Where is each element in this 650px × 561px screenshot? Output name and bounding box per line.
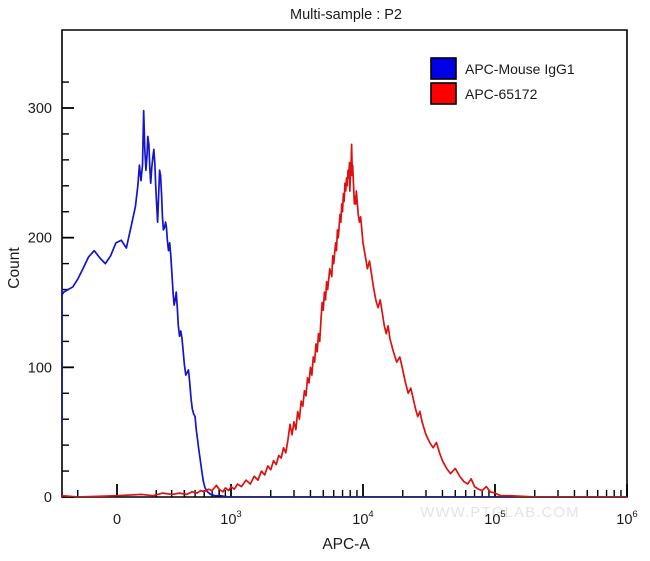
legend-label[interactable]: APC-Mouse IgG1 bbox=[465, 61, 575, 77]
histogram-trace-igg1 bbox=[62, 109, 627, 497]
x-tick-label: 0 bbox=[113, 512, 121, 528]
x-axis-label: APC-A bbox=[322, 536, 370, 553]
y-tick-label: 0 bbox=[44, 490, 52, 506]
histogram-trace-apc65172 bbox=[62, 143, 627, 497]
y-tick-label: 100 bbox=[28, 360, 52, 376]
y-axis-label: Count bbox=[6, 247, 23, 289]
y-tick-label: 200 bbox=[28, 231, 52, 247]
x-tick-label: 105 bbox=[484, 509, 505, 528]
watermark: WWW.PTGLAB.COM bbox=[420, 504, 580, 521]
legend: APC-Mouse IgG1 APC-65172 bbox=[430, 57, 575, 105]
y-tick-label: 300 bbox=[28, 101, 52, 117]
y-axis: 0 100 200 300 bbox=[28, 81, 74, 506]
legend-swatch[interactable] bbox=[430, 82, 457, 105]
chart-title: Multi-sample : P2 bbox=[290, 7, 402, 23]
x-tick-label: 106 bbox=[616, 509, 637, 528]
x-tick-label: 104 bbox=[352, 509, 373, 528]
legend-swatch[interactable] bbox=[430, 57, 457, 80]
legend-label[interactable]: APC-65172 bbox=[465, 86, 538, 102]
x-tick-label: 103 bbox=[220, 509, 241, 528]
plot-frame bbox=[61, 29, 628, 498]
